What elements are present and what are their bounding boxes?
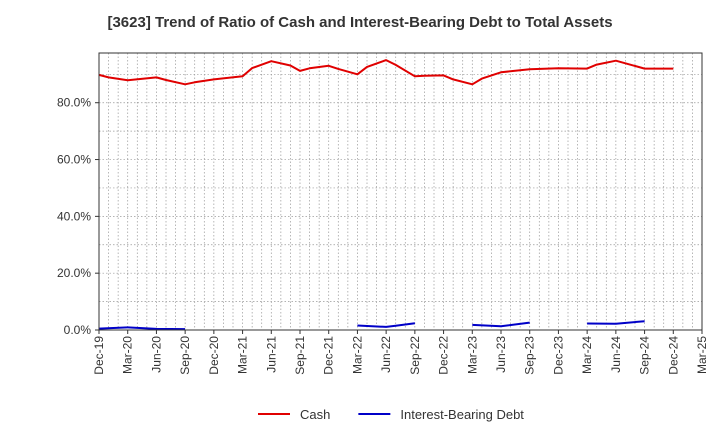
x-tick-label: Dec-21 <box>322 336 336 375</box>
chart-title: [3623] Trend of Ratio of Cash and Intere… <box>107 14 613 31</box>
x-tick-label: Sep-21 <box>293 336 307 375</box>
x-tick-label: Jun-23 <box>494 336 508 373</box>
x-tick-label: Jun-24 <box>609 336 623 373</box>
y-tick-label: 20.0% <box>57 266 91 280</box>
x-tick-label: Mar-23 <box>465 336 479 374</box>
x-tick-label: Dec-23 <box>551 336 565 375</box>
y-tick-label: 60.0% <box>57 153 91 167</box>
interest-bearing-debt-line <box>357 322 416 328</box>
x-tick-label: Sep-22 <box>408 336 422 375</box>
interest-bearing-debt-line <box>472 321 530 328</box>
x-tick-label: Mar-24 <box>580 336 594 374</box>
legend-label-cash: Cash <box>300 407 330 422</box>
y-tick-label: 40.0% <box>57 209 91 223</box>
x-tick-label: Sep-23 <box>523 336 537 375</box>
x-tick-label: Sep-24 <box>638 336 652 375</box>
legend-label-interest-bearing-debt: Interest-Bearing Debt <box>400 407 524 422</box>
x-tick-label: Mar-25 <box>695 336 709 374</box>
cash-line <box>98 59 674 86</box>
interest-bearing-debt-line <box>587 320 645 325</box>
interest-bearing-debt-line <box>98 326 186 331</box>
y-axis-ticks: 0.0% 20.0% 40.0% 60.0% 80.0% <box>57 96 99 337</box>
x-tick-label: Jun-21 <box>264 336 278 373</box>
x-tick-label: Mar-22 <box>350 336 364 374</box>
x-tick-label: Dec-20 <box>207 336 221 375</box>
y-tick-label: 0.0% <box>64 323 92 337</box>
x-tick-label: Jun-20 <box>149 336 163 373</box>
series-lines <box>98 59 674 331</box>
x-tick-label: Jun-22 <box>379 336 393 373</box>
y-tick-label: 80.0% <box>57 96 91 110</box>
grid <box>99 53 702 330</box>
x-tick-label: Dec-22 <box>437 336 451 375</box>
x-tick-label: Mar-21 <box>236 336 250 374</box>
x-tick-label: Dec-19 <box>92 336 106 375</box>
x-tick-label: Sep-20 <box>178 336 192 375</box>
x-tick-label: Mar-20 <box>121 336 135 374</box>
x-axis-ticks: Dec-19 Mar-20 Jun-20 Sep-20 Dec-20 Mar-21 Jun-… <box>92 330 709 375</box>
x-tick-label: Dec-24 <box>666 336 680 375</box>
plot-frame <box>98 52 703 331</box>
legend: Cash Interest-Bearing Debt <box>258 407 524 422</box>
